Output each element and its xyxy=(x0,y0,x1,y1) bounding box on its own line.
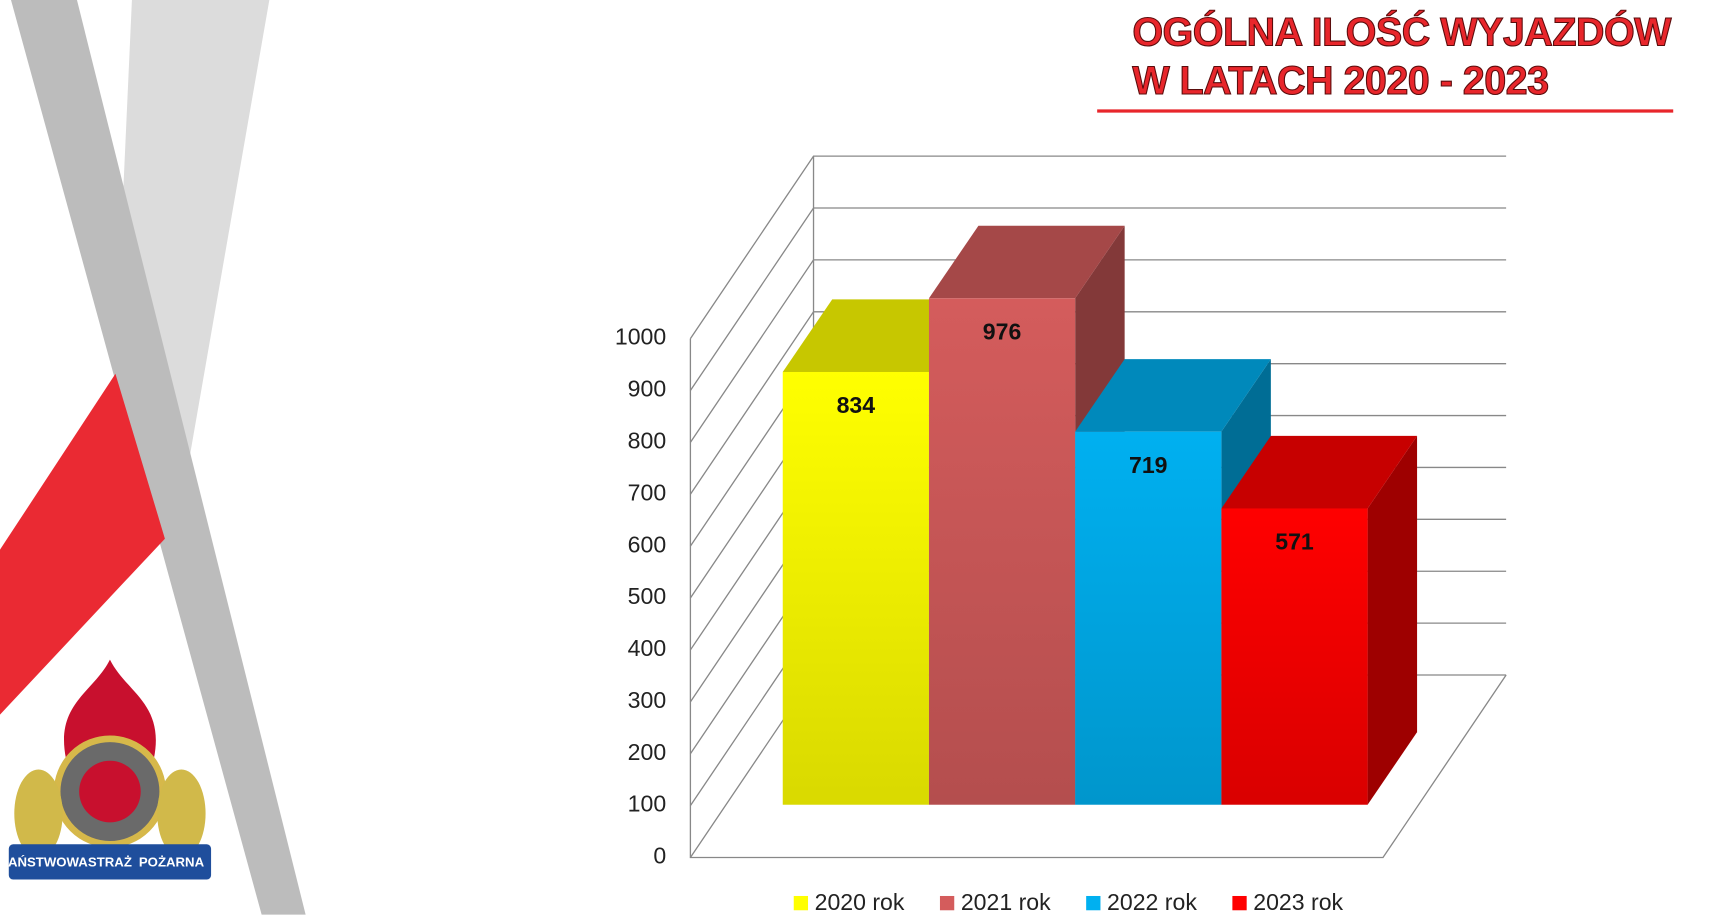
logo-banner xyxy=(8,844,212,880)
logo: PAŃSTWOWA STRAŻ POŻARNA xyxy=(0,659,212,880)
decor-stripe-dark xyxy=(10,0,306,915)
y-tick-label: 300 xyxy=(628,687,667,713)
logo-text: PAŃSTWOWA xyxy=(0,854,88,869)
y-tick-label: 800 xyxy=(628,427,667,453)
grid-line xyxy=(689,207,1507,391)
decor-red xyxy=(0,373,165,715)
y-tick-label: 200 xyxy=(628,739,667,765)
grid-line xyxy=(689,259,1507,443)
legend-label: 2022 rok xyxy=(1107,889,1197,915)
y-tick-label: 700 xyxy=(628,479,667,505)
chart-title: OGÓLNA ILOŚĆ WYJAZDÓW xyxy=(1132,11,1672,55)
y-tick-label: 500 xyxy=(628,583,667,609)
bar xyxy=(1221,508,1368,805)
logo-text: STRAŻ xyxy=(88,854,132,869)
logo-text: POŻARNA xyxy=(139,854,205,869)
y-tick-label: 1000 xyxy=(615,324,666,350)
y-tick-label: 900 xyxy=(628,376,667,402)
grid-line xyxy=(689,155,1507,339)
legend-swatch xyxy=(939,895,955,911)
logo-leaves xyxy=(14,769,63,858)
bar xyxy=(1075,431,1222,805)
y-tick-label: 100 xyxy=(628,791,667,817)
legend-label: 2021 rok xyxy=(961,889,1051,915)
data-label: 976 xyxy=(983,319,1022,345)
bar xyxy=(928,298,1076,805)
legend-swatch xyxy=(793,895,809,911)
bar-top xyxy=(1221,435,1418,509)
grid-line xyxy=(689,311,1507,495)
data-label: 571 xyxy=(1275,529,1314,555)
bar-top xyxy=(928,225,1125,299)
bar-top xyxy=(1075,359,1271,432)
legend-swatch xyxy=(1086,895,1101,911)
y-tick-label: 600 xyxy=(628,531,667,557)
data-label: 719 xyxy=(1129,452,1168,478)
y-tick-label: 0 xyxy=(653,843,666,869)
bar-side xyxy=(1367,435,1418,805)
chart-title: W LATACH 2020 - 2023 xyxy=(1132,59,1548,103)
logo-leaves xyxy=(157,769,206,858)
y-tick-label: 400 xyxy=(628,635,667,661)
legend-label: 2020 rok xyxy=(815,889,905,915)
bar xyxy=(782,371,929,805)
logo-eagle xyxy=(79,760,141,823)
data-label: 834 xyxy=(837,392,876,418)
legend-swatch xyxy=(1232,895,1247,911)
legend-label: 2023 rok xyxy=(1253,889,1343,915)
logo-flame xyxy=(64,659,156,759)
